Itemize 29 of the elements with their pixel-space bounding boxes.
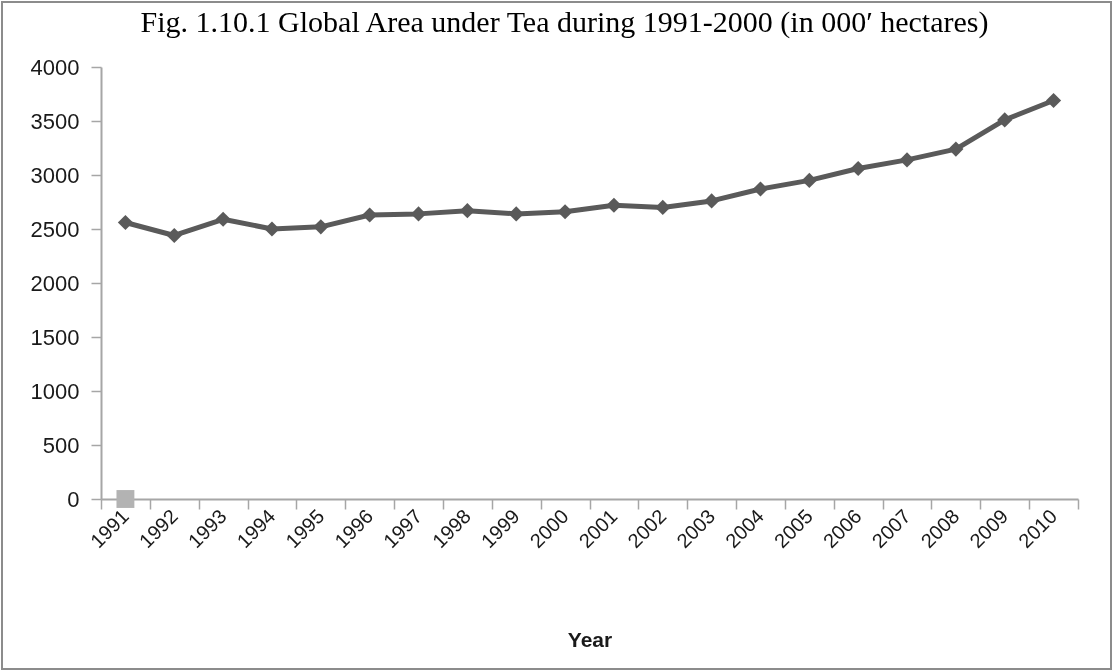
chart-title: Fig. 1.10.1 Global Area under Tea during 1991-2000 (in 000′ hectares) — [140, 5, 989, 39]
y-tick-label: 3000 — [30, 162, 80, 188]
point — [997, 112, 1013, 128]
point — [264, 221, 280, 237]
point — [117, 214, 134, 231]
point — [215, 211, 231, 227]
point — [704, 193, 720, 209]
point — [752, 181, 769, 197]
y-tick-label: 1500 — [30, 324, 80, 350]
point — [850, 160, 866, 177]
point — [948, 141, 964, 157]
y-tick-label: 4000 — [30, 54, 80, 80]
point — [166, 227, 182, 244]
y-tick-label: 3500 — [30, 108, 80, 134]
y-tick-label: 0 — [67, 486, 80, 512]
point — [899, 152, 915, 168]
x-axis-title: Year — [567, 628, 613, 652]
y-tick-label: 1000 — [30, 378, 80, 404]
point — [655, 199, 671, 215]
point — [557, 204, 573, 220]
point — [313, 219, 329, 235]
point — [459, 203, 475, 219]
y-tick-label: 2000 — [30, 270, 80, 296]
y-tick-label: 2500 — [30, 216, 80, 242]
y-tick-label: 500 — [42, 432, 80, 458]
point — [508, 206, 524, 222]
point — [116, 490, 135, 508]
point — [1045, 92, 1062, 109]
point — [801, 172, 817, 188]
